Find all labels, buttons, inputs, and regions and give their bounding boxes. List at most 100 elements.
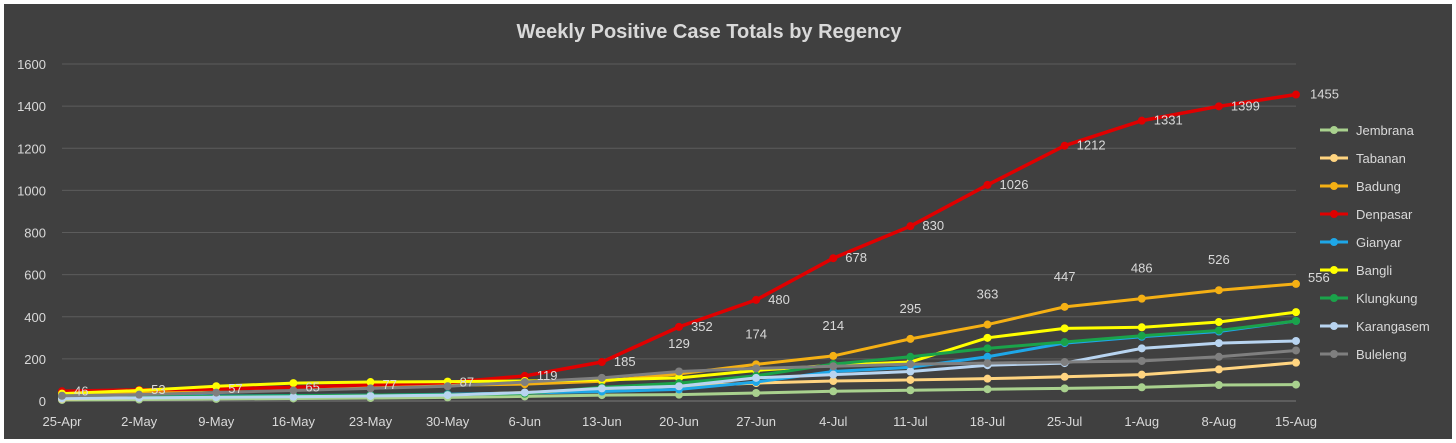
data-point-buleleng <box>675 367 683 376</box>
legend-label-denpasar[interactable]: Denpasar <box>1356 207 1413 222</box>
data-point-tabanan <box>829 376 838 385</box>
x-tick-label: 11-Jul <box>893 414 928 429</box>
data-label-denpasar: 65 <box>305 379 319 394</box>
legend-label-bangli[interactable]: Bangli <box>1356 263 1392 278</box>
data-point-karangasem <box>443 391 452 400</box>
data-point-jembrana <box>1214 380 1223 389</box>
data-point-tabanan <box>1214 365 1223 374</box>
data-point-klungkung <box>1292 316 1300 325</box>
data-label-badung: 174 <box>745 326 767 341</box>
data-point-badung <box>1214 286 1223 295</box>
legend-marker-jembrana <box>1330 126 1338 134</box>
x-tick-label: 1-Aug <box>1124 414 1159 429</box>
data-label-badung: 486 <box>1131 261 1153 276</box>
legend-label-badung[interactable]: Badung <box>1356 179 1401 194</box>
legend-marker-badung <box>1330 182 1338 190</box>
x-tick-label: 25-Apr <box>42 414 82 429</box>
data-point-bangli <box>289 379 298 388</box>
data-point-denpasar <box>829 254 838 263</box>
data-label-denpasar: 1455 <box>1310 87 1339 102</box>
data-label-denpasar: 352 <box>691 319 713 334</box>
data-point-karangasem <box>289 392 298 401</box>
data-point-karangasem <box>1137 344 1146 353</box>
data-point-buleleng <box>289 386 298 395</box>
x-tick-label: 23-May <box>349 414 393 429</box>
data-point-jembrana <box>752 388 761 397</box>
data-point-klungkung <box>906 352 915 361</box>
legend-label-buleleng[interactable]: Buleleng <box>1356 347 1407 362</box>
data-point-klungkung <box>1060 338 1069 347</box>
data-point-karangasem <box>829 370 838 379</box>
data-point-tabanan <box>1060 372 1069 381</box>
data-point-buleleng <box>1137 356 1146 365</box>
data-point-karangasem <box>520 388 529 397</box>
x-tick-label: 16-May <box>272 414 316 429</box>
data-label-denpasar: 57 <box>228 381 242 396</box>
data-point-bangli <box>1292 308 1300 317</box>
data-point-jembrana <box>829 387 838 396</box>
data-point-klungkung <box>1214 326 1223 335</box>
data-point-badung <box>1137 294 1146 303</box>
data-label-denpasar: 185 <box>614 354 636 369</box>
data-point-bangli <box>366 378 375 387</box>
data-point-buleleng <box>829 362 838 371</box>
data-point-badung <box>906 334 915 343</box>
data-label-denpasar: 53 <box>151 382 165 397</box>
x-tick-label: 20-Jun <box>659 414 699 429</box>
data-point-denpasar <box>1137 116 1146 125</box>
data-point-tabanan <box>906 375 915 384</box>
legend-label-karangasem[interactable]: Karangasem <box>1356 319 1430 334</box>
x-tick-label: 18-Jul <box>970 414 1006 429</box>
x-tick-label: 30-May <box>426 414 470 429</box>
x-tick-label: 13-Jun <box>582 414 622 429</box>
data-label-badung: 526 <box>1208 252 1230 267</box>
data-point-denpasar <box>1214 102 1223 111</box>
data-point-denpasar <box>597 358 606 367</box>
legend-label-klungkung[interactable]: Klungkung <box>1356 291 1417 306</box>
data-point-karangasem <box>906 367 915 376</box>
data-point-karangasem <box>597 384 606 393</box>
data-point-denpasar <box>906 222 915 231</box>
data-point-tabanan <box>983 374 992 383</box>
data-label-badung: 447 <box>1054 269 1076 284</box>
data-point-jembrana <box>983 385 992 394</box>
data-label-denpasar: 1331 <box>1154 113 1183 128</box>
data-point-buleleng <box>135 390 144 399</box>
legend-label-tabanan[interactable]: Tabanan <box>1356 151 1406 166</box>
x-tick-label: 15-Aug <box>1275 414 1317 429</box>
data-point-denpasar <box>1292 90 1300 99</box>
y-tick-label: 400 <box>24 310 46 325</box>
data-point-gianyar <box>983 352 992 361</box>
legend-label-jembrana[interactable]: Jembrana <box>1356 123 1415 138</box>
data-label-denpasar: 87 <box>460 375 474 390</box>
data-point-klungkung <box>1137 331 1146 340</box>
data-label-denpasar: 1026 <box>1000 177 1029 192</box>
data-point-jembrana <box>1292 380 1300 389</box>
data-label-denpasar: 830 <box>922 218 944 233</box>
data-point-bangli <box>1060 324 1069 333</box>
data-point-buleleng <box>520 378 529 387</box>
data-label-badung: 556 <box>1308 270 1330 285</box>
legend-marker-buleleng <box>1330 350 1338 358</box>
x-tick-label: 6-Jun <box>508 414 541 429</box>
data-point-bangli <box>1214 318 1223 327</box>
chart-title: Weekly Positive Case Totals by Regency <box>517 21 903 43</box>
data-point-karangasem <box>675 382 683 391</box>
data-point-denpasar <box>1060 141 1069 150</box>
x-tick-label: 8-Aug <box>1202 414 1237 429</box>
x-tick-label: 4-Jul <box>819 414 847 429</box>
legend-label-gianyar[interactable]: Gianyar <box>1356 235 1402 250</box>
data-point-buleleng <box>212 388 221 397</box>
x-tick-label: 9-May <box>198 414 235 429</box>
data-point-denpasar <box>675 322 683 331</box>
y-tick-label: 200 <box>24 352 46 367</box>
data-point-karangasem <box>1214 339 1223 348</box>
data-point-buleleng <box>752 364 761 373</box>
data-point-denpasar <box>983 180 992 189</box>
x-tick-label: 27-Jun <box>736 414 776 429</box>
data-label-badung: 214 <box>822 318 844 333</box>
data-point-karangasem <box>366 391 375 400</box>
data-label-denpasar: 678 <box>845 250 867 265</box>
data-point-buleleng <box>906 360 915 369</box>
